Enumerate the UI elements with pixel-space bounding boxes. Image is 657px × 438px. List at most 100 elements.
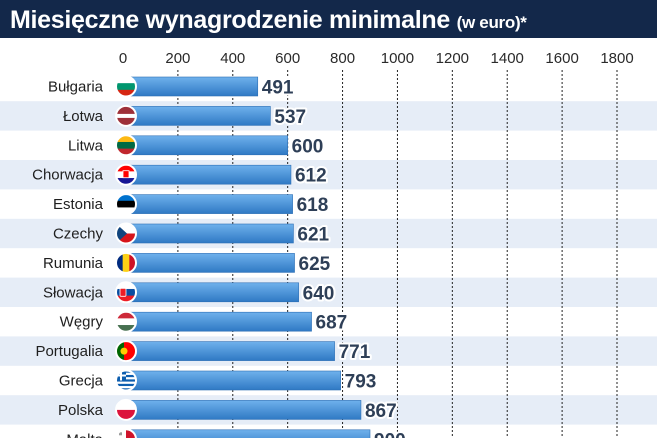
hungary-flag-icon	[115, 310, 137, 333]
value-label: 687	[316, 313, 348, 334]
gridlines	[177, 70, 618, 438]
category-label: Estonia	[53, 196, 104, 213]
flag-fill	[116, 429, 136, 438]
flag-fill	[116, 341, 136, 362]
bar	[122, 135, 288, 156]
flag-border	[115, 193, 137, 216]
chart-title: Miesięczne wynagrodzenie minimalne (w eu…	[10, 6, 527, 35]
bar	[122, 400, 362, 420]
estonia-flag-icon	[115, 193, 137, 216]
flag-cross	[119, 432, 122, 436]
flag-border	[115, 398, 137, 421]
lithuania-flag-icon	[115, 134, 137, 157]
flag-fill	[116, 282, 136, 303]
x-tick-label: 1800	[600, 50, 633, 67]
flag-stripe	[116, 223, 136, 234]
value-label: 640	[303, 283, 335, 304]
flag-fill	[116, 105, 136, 126]
flag-shield	[122, 170, 130, 179]
flag-stripe	[124, 341, 136, 362]
czechia-flag-icon	[115, 222, 137, 245]
flag-stripe	[116, 381, 136, 385]
flag-border	[115, 134, 137, 157]
bulgaria-flag-icon	[115, 75, 137, 98]
value-label: 625	[299, 254, 331, 275]
flag-stripe	[116, 207, 136, 215]
row-stripe	[0, 101, 657, 131]
flag-stripe	[116, 386, 136, 389]
flag-stripe	[116, 178, 136, 185]
x-tick-label: 400	[220, 50, 245, 67]
bar	[122, 253, 295, 273]
value-label: 537	[274, 107, 306, 128]
bar	[122, 370, 341, 391]
flag-cross	[116, 374, 126, 377]
chart-title-unit: (w euro)*	[456, 13, 527, 32]
x-tick-label: 1200	[436, 50, 469, 67]
title-bar: Miesięczne wynagrodzenie minimalne (w eu…	[0, 0, 657, 38]
flag-border	[115, 75, 137, 98]
flag-border	[115, 163, 137, 186]
category-label: Słowacja	[43, 284, 104, 301]
flag-stripe	[116, 89, 136, 97]
bar	[122, 341, 335, 361]
chart-title-main: Miesięczne wynagrodzenie minimalne	[10, 6, 450, 34]
x-tick-label: 1000	[381, 50, 414, 67]
value-label: 900	[374, 430, 406, 438]
bar	[122, 311, 312, 332]
flag-fill	[116, 370, 136, 391]
flag-stripe	[116, 311, 136, 319]
flag-stripe	[116, 113, 136, 118]
flag-stripe	[116, 325, 136, 332]
flag-stripe	[116, 164, 136, 172]
poland-flag-icon	[115, 398, 137, 421]
category-label: Polska	[58, 402, 104, 419]
flag-stripe	[116, 200, 136, 208]
value-label: 621	[297, 225, 329, 246]
flag-stripe	[116, 135, 136, 143]
value-label: 612	[295, 166, 327, 187]
flag-border	[115, 222, 137, 245]
bars	[122, 76, 371, 438]
flag-stripe	[116, 233, 136, 244]
flag-stripe	[116, 379, 136, 382]
bar	[122, 106, 271, 126]
row-stripe	[0, 218, 657, 249]
flag-border	[115, 310, 137, 333]
category-label: Czechy	[53, 226, 104, 243]
category-label: Łotwa	[63, 108, 104, 125]
value-label: 491	[262, 78, 294, 99]
flag-fill	[116, 194, 136, 215]
x-tick-label: 0	[119, 50, 127, 67]
flag-stripe	[116, 383, 136, 387]
value-label: 793	[345, 372, 377, 393]
flag-stripe	[116, 388, 136, 391]
bar	[122, 76, 259, 97]
bar	[122, 164, 292, 185]
flag-stripe	[116, 295, 136, 303]
flag-border	[115, 251, 137, 274]
flag-emblem	[120, 347, 128, 355]
category-label: Chorwacja	[32, 167, 104, 184]
x-tick-label: 1600	[545, 50, 578, 67]
value-label: 600	[292, 136, 324, 157]
flag-stripe	[116, 399, 136, 411]
flag-stripe	[116, 194, 136, 202]
x-axis: 0 200 400 600 800 1000 1200 1400 1600 1800	[119, 50, 634, 67]
row-stripe	[0, 160, 657, 190]
category-label: Bułgaria	[48, 79, 104, 96]
flag-triangle	[116, 223, 127, 244]
flag-stripe	[122, 252, 130, 273]
category-label: Malta	[66, 431, 103, 438]
flag-stripe	[116, 141, 136, 149]
flag-stripe	[129, 252, 136, 273]
flag-stripe	[116, 409, 136, 420]
category-label: Węgry	[60, 314, 104, 331]
value-labels: 491 537 600 612 618 621 625 640 687 771 793 867 900	[260, 76, 408, 438]
flag-fill	[116, 311, 136, 332]
latvia-flag-icon	[115, 104, 137, 127]
flag-stripe	[116, 76, 136, 84]
romania-flag-icon	[115, 251, 137, 274]
flag-stripe	[116, 282, 136, 290]
malta-flag-icon	[115, 428, 137, 438]
